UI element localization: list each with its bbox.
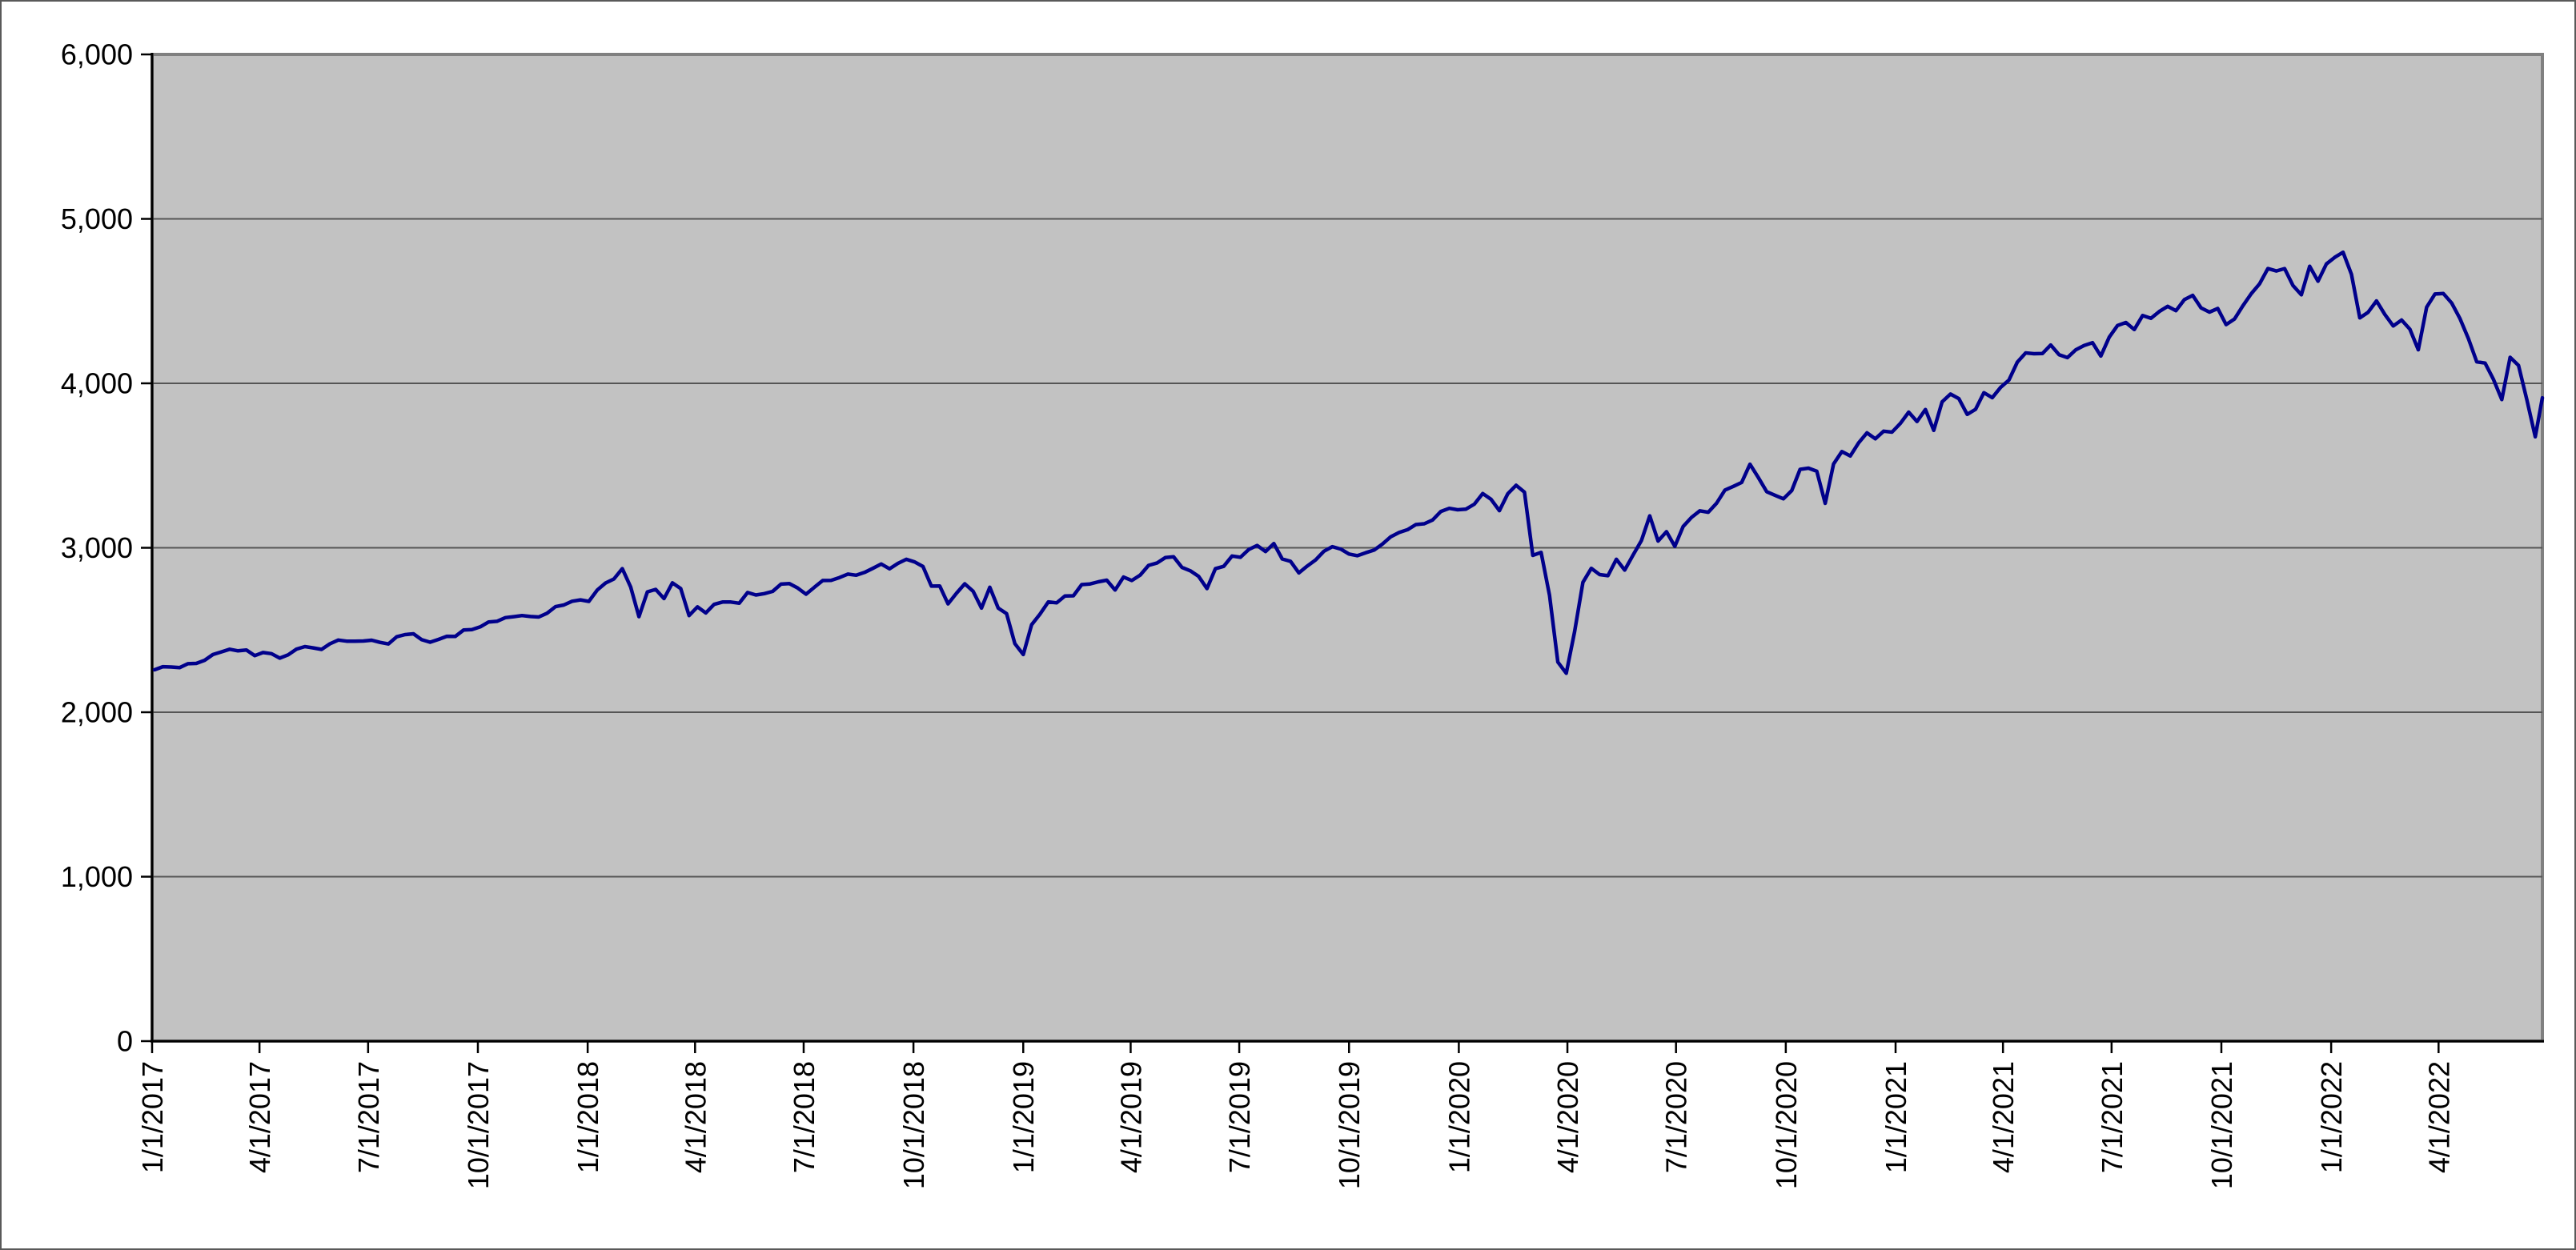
x-tick-label: 7/1/2020 [1660,1061,1693,1173]
y-tick-label: 0 [117,1025,133,1058]
x-tick-label: 10/1/2017 [462,1061,495,1189]
x-tick-label: 1/1/2020 [1442,1061,1475,1173]
y-axis-tick-labels: 0 1,000 2,000 3,000 4,000 5,000 6,000 [61,38,133,1058]
x-tick-label: 7/1/2018 [788,1061,821,1173]
y-tick-label: 5,000 [61,202,133,235]
x-axis-ticks [150,1041,2440,1053]
x-tick-label: 1/1/2021 [1880,1061,1912,1173]
x-tick-label: 10/1/2020 [1770,1061,1803,1189]
x-tick-label: 4/1/2020 [1551,1061,1584,1173]
x-tick-label: 1/1/2022 [2315,1061,2348,1173]
x-tick-label: 10/1/2018 [897,1061,930,1189]
y-axis-ticks [141,53,152,1043]
y-tick-label: 1,000 [61,860,133,893]
x-tick-label: 10/1/2021 [2205,1061,2238,1189]
x-tick-label: 7/1/2017 [352,1061,385,1173]
y-tick-label: 3,000 [61,531,133,564]
x-tick-label: 1/1/2017 [136,1061,169,1173]
x-axis-tick-labels: 1/1/2017 4/1/2017 7/1/2017 10/1/2017 1/1/201… [136,1061,2455,1189]
x-tick-label: 4/1/2021 [1987,1061,2020,1173]
y-tick-label: 2,000 [61,696,133,729]
x-tick-label: 4/1/2022 [2422,1061,2455,1173]
data-series-line [152,250,2545,675]
y-gridlines [152,218,2542,878]
y-tick-label: 6,000 [61,38,133,71]
x-tick-label: 1/1/2018 [572,1061,604,1173]
x-tick-label: 10/1/2019 [1333,1061,1366,1189]
x-tick-label: 1/1/2019 [1007,1061,1040,1173]
x-tick-label: 7/1/2019 [1223,1061,1256,1173]
x-tick-label: 4/1/2017 [243,1061,276,1173]
x-tick-label: 4/1/2019 [1114,1061,1147,1173]
x-tick-label: 7/1/2021 [2096,1061,2129,1173]
x-tick-label: 4/1/2018 [679,1061,712,1173]
y-tick-label: 4,000 [61,367,133,400]
